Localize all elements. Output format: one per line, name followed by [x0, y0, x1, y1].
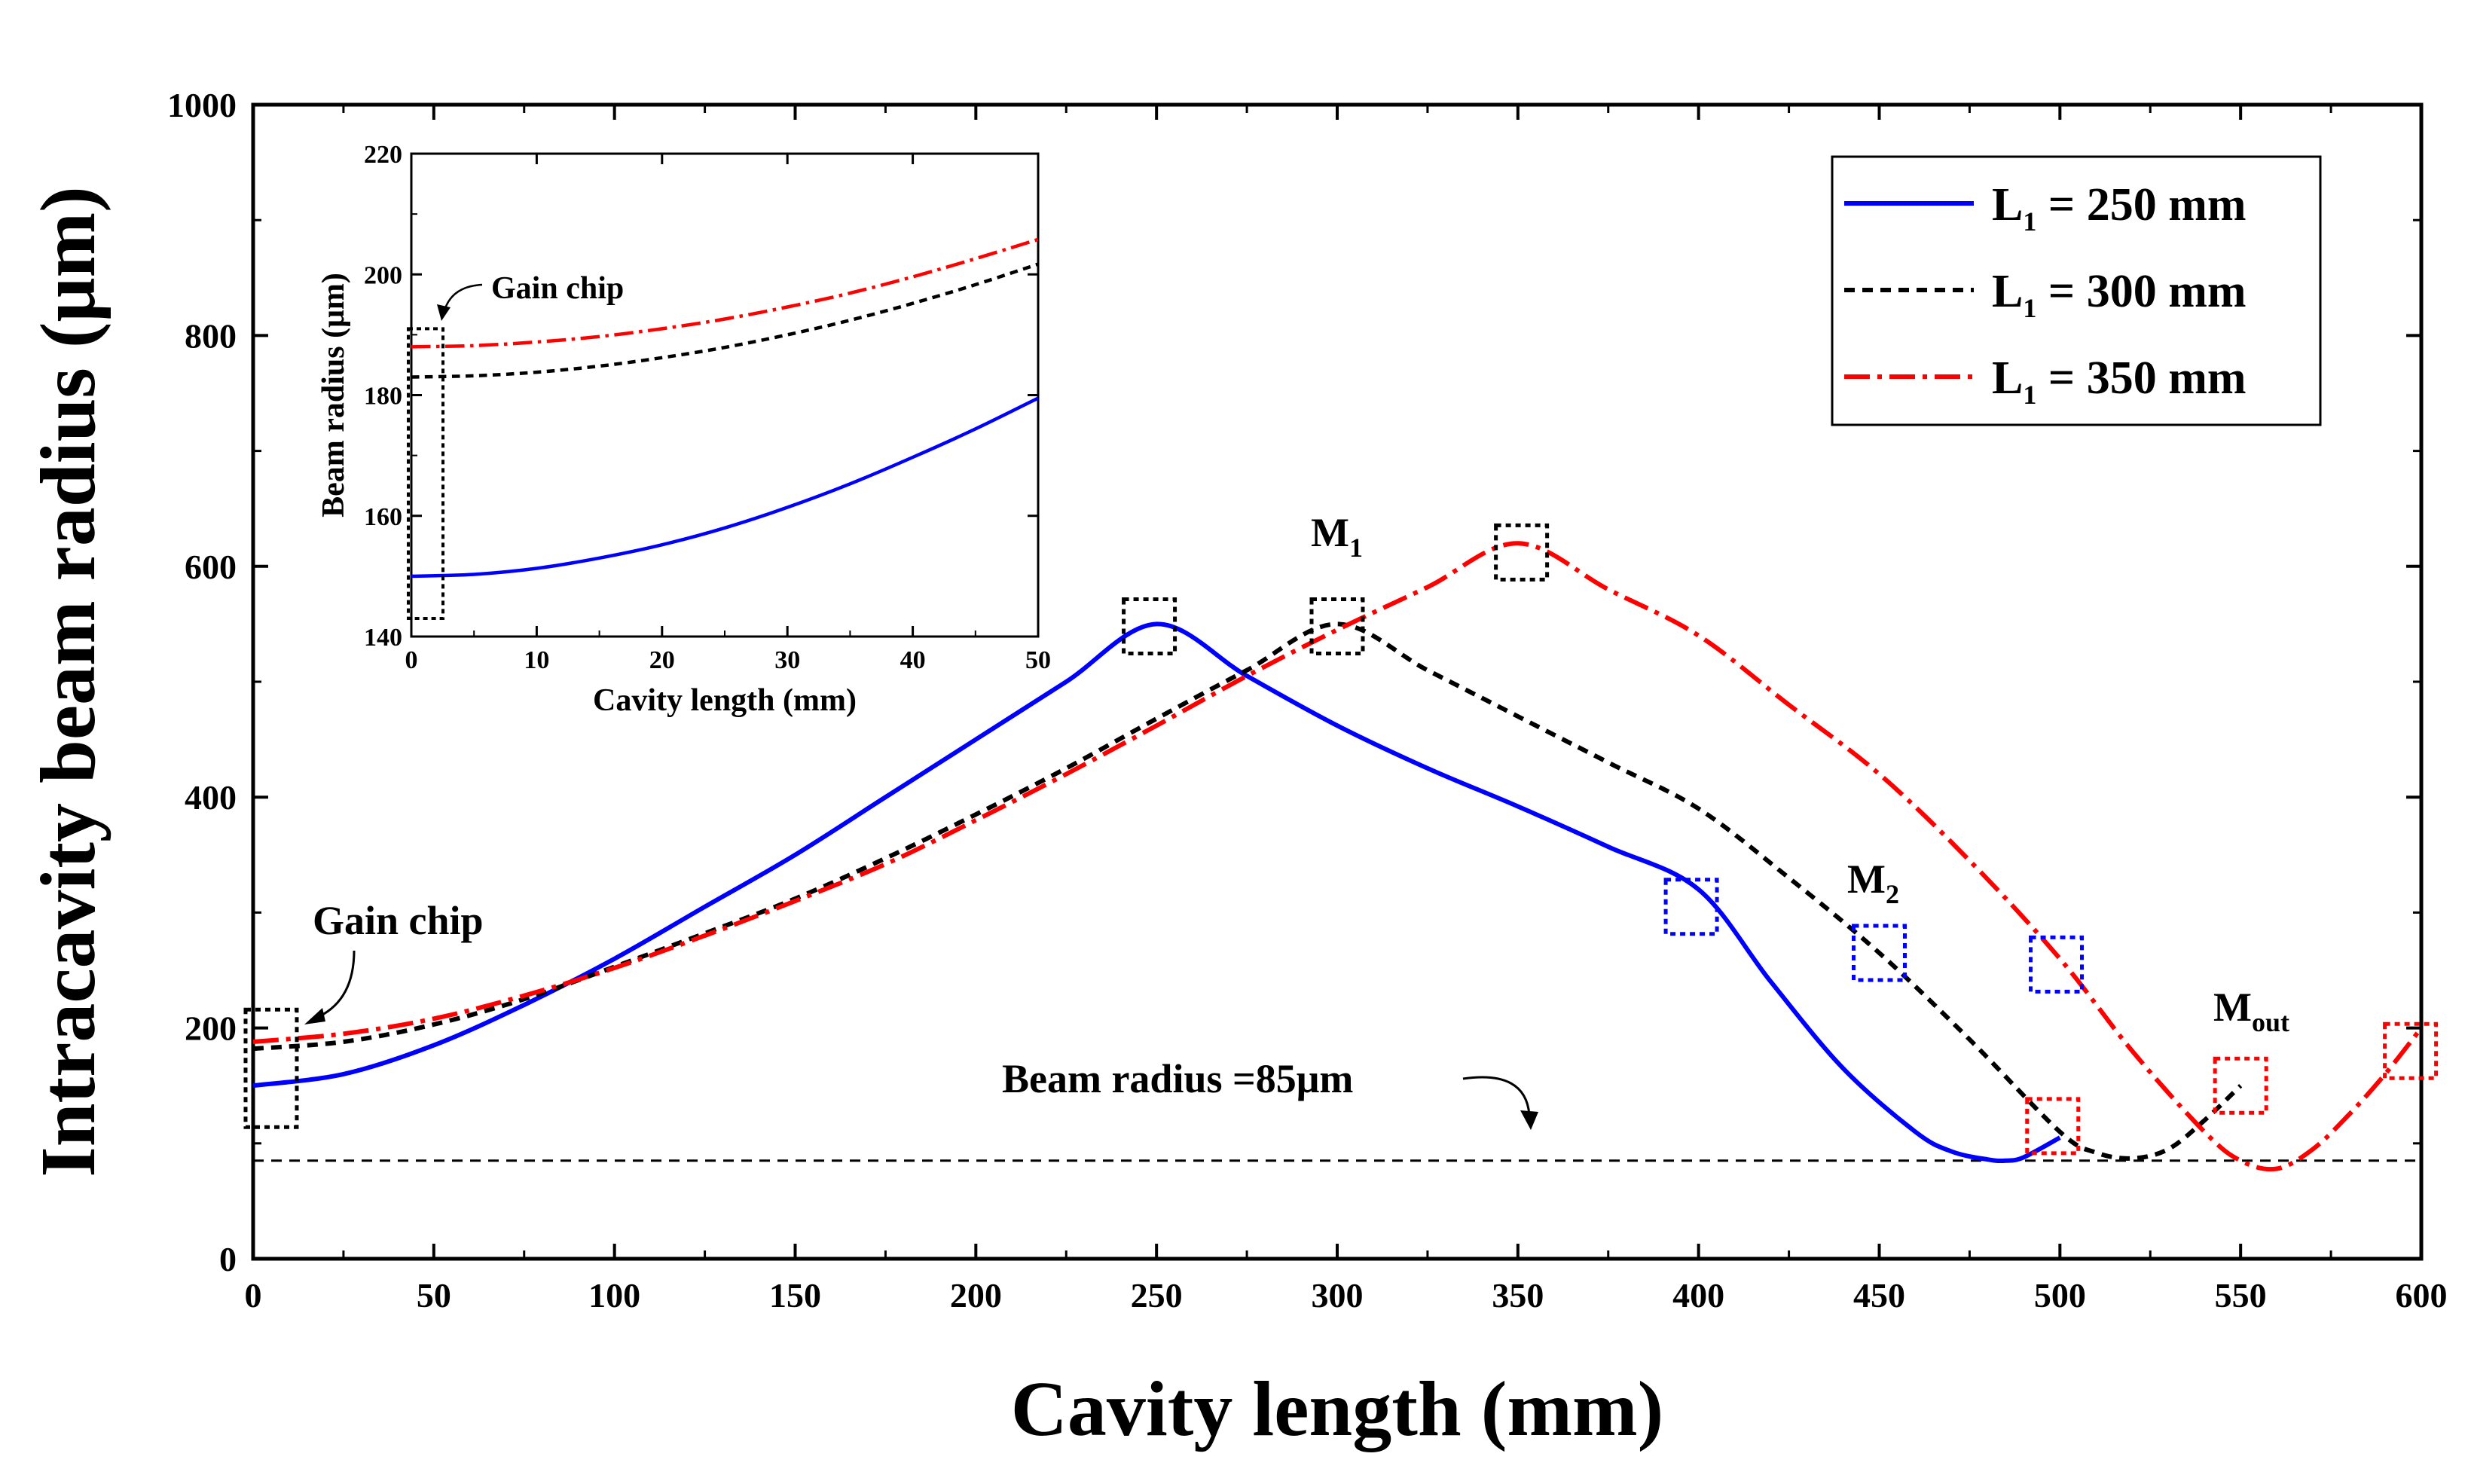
legend-label-sub: 1 — [2023, 206, 2036, 237]
inset-series-line-2 — [411, 262, 1039, 379]
x-tick-label: 600 — [2396, 1276, 2448, 1315]
inset-y-tick-label: 200 — [364, 261, 402, 289]
inset-plot: 0 10 20 30 40 50 140 160 180 200 220 Cavity length … — [316, 141, 1051, 718]
series-line-1 — [252, 621, 2061, 1164]
x-axis-label: Cavity length (mm) — [1011, 1366, 1664, 1452]
x-tick-label: 450 — [1853, 1276, 1905, 1315]
position-marker — [1309, 597, 1365, 655]
position-marker — [2029, 935, 2085, 994]
inset-y-tick-label: 160 — [364, 503, 402, 531]
y-axis-label: Intracavity beam radius (μm) — [25, 186, 111, 1177]
legend-label-sub: 1 — [2023, 380, 2036, 410]
legend-label-rest: = 300 mm — [2036, 266, 2246, 317]
x-tick-label: 100 — [588, 1276, 640, 1315]
annotation-mout-sub: out — [2252, 1007, 2289, 1037]
y-tick-label: 400 — [185, 778, 237, 817]
annotation-m1-main: M — [1311, 510, 1349, 555]
legend-label-3: L1 = 350 mm — [1992, 353, 2246, 410]
legend-label-main: L — [1992, 179, 2023, 231]
x-tick-label: 550 — [2215, 1276, 2267, 1315]
inset-gain-chip-arrowhead — [437, 304, 451, 321]
y-tick-label: 1000 — [167, 86, 237, 124]
annotation-m1: M1 — [1311, 510, 1363, 563]
annotation-m2-sub: 2 — [1886, 879, 1899, 909]
annotation-m2-main: M — [1847, 857, 1886, 902]
position-marker — [1122, 597, 1177, 655]
x-tick-label: 400 — [1672, 1276, 1724, 1315]
position-marker — [2025, 1097, 2081, 1156]
inset-series-line-1 — [411, 396, 1039, 579]
inset-y-tick-label: 180 — [364, 383, 402, 411]
inset-series-line-3 — [411, 237, 1039, 349]
gain-chip-arrow — [314, 950, 356, 1020]
legend-label-sub: 1 — [2023, 293, 2036, 323]
y-tick-label: 800 — [185, 316, 237, 355]
annotation-mout: Mout — [2213, 985, 2289, 1037]
x-tick-label: 350 — [1492, 1276, 1544, 1315]
legend-label-rest: = 250 mm — [2036, 179, 2246, 231]
x-tick-label: 500 — [2034, 1276, 2086, 1315]
annotation-m1-sub: 1 — [1349, 533, 1363, 563]
y-tick-label: 200 — [185, 1009, 237, 1048]
position-marker — [2383, 1021, 2439, 1080]
annotation-beam-radius: Beam radius =85μm — [1002, 1056, 1353, 1101]
gain-chip-arrowhead — [304, 1008, 325, 1024]
x-tick-label: 250 — [1131, 1276, 1183, 1315]
inset-gain-chip-arrow — [443, 283, 483, 311]
inset-y-tick-label: 220 — [364, 141, 402, 169]
x-tick-label: 150 — [769, 1276, 821, 1315]
annotation-m2: M2 — [1847, 857, 1899, 909]
legend-label-2: L1 = 300 mm — [1992, 266, 2246, 323]
position-marker — [1494, 523, 1550, 582]
inset-x-tick-label: 30 — [774, 646, 800, 674]
position-marker — [1663, 878, 1719, 936]
y-tick-label: 600 — [185, 548, 237, 586]
annotation-mout-main: M — [2213, 985, 2252, 1030]
legend-label-main: L — [1992, 266, 2023, 317]
inset-annotation-gain-chip: Gain chip — [491, 271, 624, 306]
inset-frame — [410, 152, 1040, 638]
x-tick-label: 200 — [950, 1276, 1002, 1315]
x-tick-label: 50 — [417, 1276, 451, 1315]
inset-y-tick-label: 140 — [364, 624, 402, 652]
legend-label-main: L — [1992, 353, 2023, 404]
legend-label-rest: = 350 mm — [2036, 353, 2246, 404]
main-plot: 0 50 100 150 200 250 300 350 400 450 500 550 6000200… — [25, 86, 2448, 1452]
x-tick-label: 300 — [1312, 1276, 1364, 1315]
position-marker — [1852, 924, 1907, 982]
inset-gain-chip-marker — [407, 327, 444, 620]
inset-x-tick-label: 10 — [524, 646, 549, 674]
series-line-3 — [252, 541, 2424, 1172]
inset-y-axis-label: Beam radius (μm) — [316, 273, 351, 518]
beam-radius-arrow — [1462, 1076, 1531, 1116]
inset-x-axis-label: Cavity length (mm) — [593, 683, 857, 718]
annotation-gain-chip: Gain chip — [313, 898, 484, 943]
y-tick-label: 0 — [219, 1240, 237, 1278]
inset-x-tick-label: 40 — [900, 646, 926, 674]
position-marker — [243, 1007, 299, 1129]
inset-x-tick-label: 0 — [405, 646, 418, 674]
inset-x-tick-label: 20 — [649, 646, 675, 674]
position-marker — [2213, 1056, 2268, 1115]
legend-label-1: L1 = 250 mm — [1992, 179, 2246, 237]
x-tick-label: 0 — [245, 1276, 262, 1315]
inset-x-tick-label: 50 — [1025, 646, 1051, 674]
beam-radius-arrowhead — [1520, 1110, 1538, 1130]
